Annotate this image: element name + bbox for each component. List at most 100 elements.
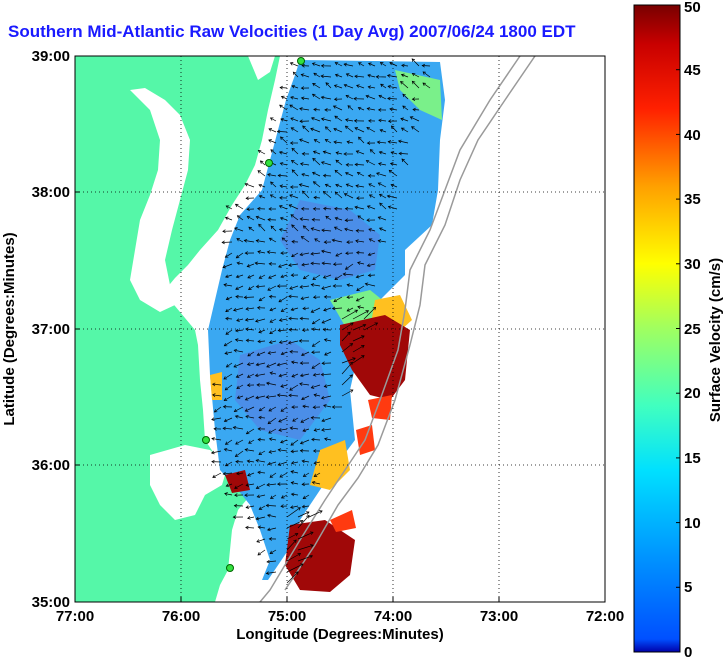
velocity-arrowhead <box>378 118 382 123</box>
velocity-arrowhead <box>367 173 372 178</box>
velocity-arrowhead <box>248 286 252 290</box>
velocity-arrow <box>280 217 288 221</box>
velocity-arrowhead <box>256 494 261 499</box>
velocity-arrow <box>256 516 266 520</box>
velocity-arrow <box>341 374 353 386</box>
velocity-arrowhead <box>289 286 293 290</box>
velocity-arrowhead <box>333 298 337 303</box>
velocity-arrowhead <box>299 119 303 124</box>
velocity-arrow <box>266 505 277 507</box>
velocity-arrowhead <box>223 283 227 287</box>
velocity-arrow <box>280 118 288 122</box>
velocity-arrowhead <box>356 84 360 88</box>
velocity-arrowhead <box>254 261 258 266</box>
velocity-arrowhead <box>265 571 270 575</box>
velocity-arrow <box>321 285 332 290</box>
velocity-arrowhead <box>302 495 307 499</box>
velocity-arrow <box>369 238 376 243</box>
velocity-arrowhead <box>312 157 316 162</box>
velocity-arrowhead <box>211 417 215 422</box>
velocity-arrowhead <box>320 63 325 68</box>
velocity-arrow <box>290 62 299 67</box>
velocity-arrowhead <box>269 330 273 334</box>
velocity-arrowhead <box>349 374 353 378</box>
velocity-arrowhead <box>312 449 317 453</box>
velocity-arrow <box>222 263 233 268</box>
velocity-arrow <box>367 205 376 210</box>
velocity-arrow <box>247 263 255 267</box>
velocity-arrowhead <box>247 472 251 477</box>
velocity-arrowhead <box>357 305 361 309</box>
velocity-arrow <box>224 351 233 354</box>
velocity-arrow <box>367 263 376 267</box>
velocity-arrowhead <box>299 107 303 111</box>
velocity-arrowhead <box>212 393 216 397</box>
velocity-arrowhead <box>323 404 327 408</box>
velocity-arrow <box>356 274 365 278</box>
velocity-arrowhead <box>322 191 327 195</box>
velocity-arrowhead <box>313 72 317 77</box>
velocity-arrow <box>378 182 387 188</box>
velocity-arrow <box>259 406 266 412</box>
velocity-arrowhead <box>386 73 391 78</box>
velocity-arrowhead <box>257 339 261 344</box>
velocity-arrowhead <box>266 559 270 564</box>
velocity-arrow <box>236 472 244 475</box>
velocity-arrow <box>246 339 255 342</box>
velocity-arrow <box>279 151 288 155</box>
velocity-arrowhead <box>311 62 316 66</box>
velocity-arrowhead <box>302 428 306 433</box>
velocity-arrow <box>321 161 332 166</box>
velocity-arrowhead <box>244 317 249 322</box>
velocity-arrow <box>286 507 301 518</box>
velocity-arrow <box>333 141 343 144</box>
velocity-arrowhead <box>368 119 372 123</box>
velocity-arrow <box>269 318 277 323</box>
velocity-arrowhead <box>224 216 229 221</box>
velocity-arrow <box>300 218 310 221</box>
velocity-arrowhead <box>367 85 372 89</box>
velocity-arrow <box>288 340 299 344</box>
velocity-arrow <box>266 560 277 563</box>
velocity-arrowhead <box>289 387 293 391</box>
velocity-arrowhead <box>233 503 238 508</box>
velocity-arrow <box>378 119 387 122</box>
velocity-arrowhead <box>411 72 416 77</box>
velocity-arrow <box>256 216 266 221</box>
velocity-arrow <box>297 531 314 540</box>
velocity-arrow <box>367 74 376 78</box>
velocity-arrowhead <box>222 264 226 269</box>
velocity-arrow <box>286 563 304 573</box>
velocity-arrow <box>313 72 321 78</box>
velocity-arrow <box>291 148 299 155</box>
velocity-arrowhead <box>245 483 250 487</box>
velocity-arrowhead <box>248 226 252 231</box>
velocity-arrow <box>321 395 332 399</box>
velocity-arrowhead <box>397 139 402 144</box>
map-title: Southern Mid-Atlantic Raw Velocities (1 … <box>8 22 576 41</box>
velocity-arrow <box>323 191 332 199</box>
velocity-arrow <box>247 274 255 279</box>
velocity-arrowhead <box>306 514 310 519</box>
velocity-arrow <box>223 427 233 430</box>
velocity-arrowhead <box>388 169 393 174</box>
velocity-arrowhead <box>223 447 228 452</box>
velocity-arrowhead <box>297 507 301 511</box>
velocity-arrowhead <box>280 384 284 388</box>
velocity-arrowhead <box>246 207 250 212</box>
velocity-arrowhead <box>347 331 351 336</box>
velocity-arrow <box>390 184 398 188</box>
velocity-arrowhead <box>358 62 362 66</box>
velocity-arrow <box>356 252 365 254</box>
velocity-arrowhead <box>299 162 304 166</box>
velocity-arrowhead <box>291 147 295 152</box>
velocity-arrowhead <box>312 150 317 155</box>
velocity-arrow <box>266 483 277 486</box>
velocity-arrow <box>258 416 266 419</box>
velocity-arrowhead <box>290 470 295 474</box>
velocity-arrowhead <box>365 159 370 164</box>
velocity-arrowhead <box>345 251 349 256</box>
velocity-arrowhead <box>270 225 275 230</box>
velocity-arrowhead <box>356 171 361 176</box>
velocity-arrowhead <box>258 183 263 188</box>
